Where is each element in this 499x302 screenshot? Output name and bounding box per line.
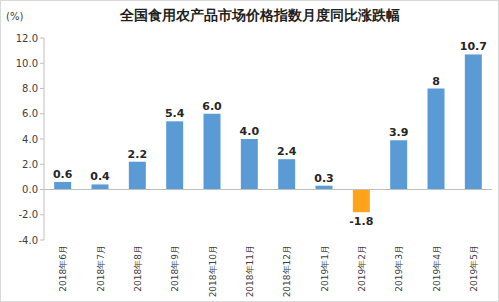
title: 全国食用农产品市场价格指数月度同比涨跌幅 xyxy=(119,7,400,23)
x-tick-label: 2019年5月 xyxy=(469,245,479,292)
y-tick-label: 4.0 xyxy=(22,134,38,145)
y-tick-label: 12.0 xyxy=(16,33,38,44)
bar xyxy=(241,139,258,190)
bar xyxy=(428,89,445,190)
bar xyxy=(465,54,482,189)
x-tick-label: 2019年3月 xyxy=(394,245,404,292)
y-tick-label: -4.0 xyxy=(18,235,38,246)
data-label: 0.6 xyxy=(53,168,73,181)
y-tick xyxy=(40,189,44,190)
x-tick-label: 2018年12月 xyxy=(282,245,292,297)
y-tick-label: 10.0 xyxy=(16,58,38,69)
frame xyxy=(1,1,499,302)
bar xyxy=(54,182,71,190)
x-tick-label: 2018年8月 xyxy=(133,245,143,292)
chart: 全国食用农产品市场价格指数月度同比涨跌幅 (%) -4.0 -2.0 0.0 2.0 4.0… xyxy=(0,0,499,302)
bar xyxy=(204,114,221,190)
bar xyxy=(353,190,370,213)
data-label: 2.2 xyxy=(128,148,148,161)
y-tick-label: 6.0 xyxy=(22,108,38,119)
data-label: 4.0 xyxy=(240,125,260,138)
y-tick-label: 0.0 xyxy=(22,184,38,195)
data-label: 0.4 xyxy=(90,170,110,183)
bar xyxy=(316,186,333,190)
data-label: 2.4 xyxy=(277,145,297,158)
y-tick xyxy=(40,139,44,140)
y-tick xyxy=(40,88,44,89)
y-tick xyxy=(40,113,44,114)
y-tick xyxy=(40,164,44,165)
data-label: 6.0 xyxy=(202,100,222,113)
data-label: 10.7 xyxy=(460,40,487,53)
x-tick-label: 2018年7月 xyxy=(96,245,106,292)
bar xyxy=(390,140,407,189)
bar xyxy=(92,184,109,189)
y-tick xyxy=(40,63,44,64)
bar xyxy=(129,162,146,190)
x-tick-label: 2019年1月 xyxy=(320,245,330,292)
data-label: -1.8 xyxy=(349,215,373,228)
bar xyxy=(166,121,183,189)
y-tick-label: 8.0 xyxy=(22,83,38,94)
y-tick xyxy=(40,214,44,215)
y-tick-label: 2.0 xyxy=(22,159,38,170)
bars xyxy=(54,54,482,212)
x-tick-label: 2019年2月 xyxy=(357,245,367,292)
x-tick-label: 2018年10月 xyxy=(208,245,218,297)
data-label: 8 xyxy=(432,75,440,88)
data-label: 3.9 xyxy=(389,126,409,139)
y-tick xyxy=(40,38,44,39)
y-label: (%) xyxy=(6,11,23,22)
x-tick-label: 2018年11月 xyxy=(245,245,255,297)
data-label: 5.4 xyxy=(165,107,185,120)
data-label: 0.3 xyxy=(314,172,334,185)
x-axis xyxy=(44,189,492,190)
y-tick-label: -2.0 xyxy=(18,209,38,220)
x-tick-label: 2018年6月 xyxy=(58,245,68,292)
x-tick-label: 2019年4月 xyxy=(432,245,442,292)
bar xyxy=(278,159,295,189)
x-tick-label: 2018年9月 xyxy=(170,245,180,292)
y-tick xyxy=(40,240,44,241)
